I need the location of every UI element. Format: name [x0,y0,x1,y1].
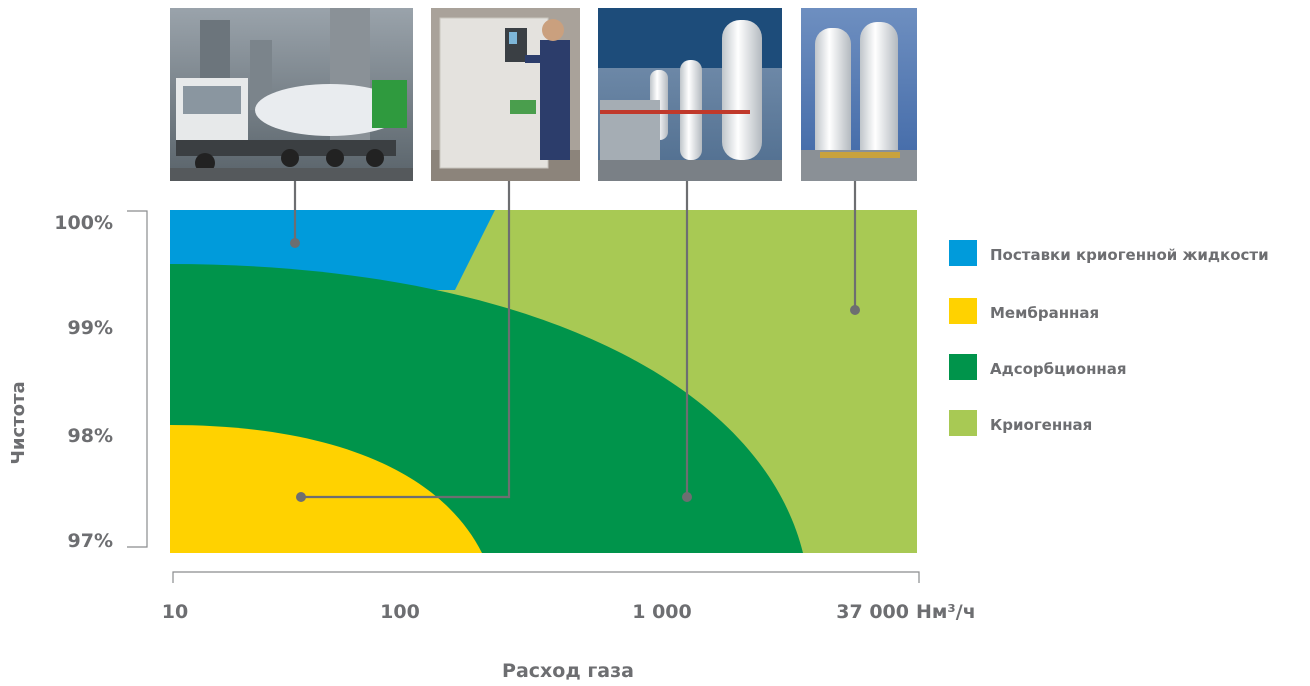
x-axis-title: Расход газа [502,660,634,682]
legend-label: Мембранная [990,304,1099,322]
legend-swatch [949,354,977,380]
y-tick-label: 97% [68,530,113,552]
connector-membrane [301,181,511,499]
marker-membrane [296,492,306,502]
photo-tanker-truck [170,8,413,181]
legend-label: Поставки криогенной жидкости [990,246,1269,264]
y-tick-label: 98% [68,425,113,447]
legend-label: Адсорбционная [990,360,1127,378]
legend-label: Криогенная [990,416,1092,434]
y-tick-label: 99% [68,317,113,339]
markers [290,238,860,502]
x-tick-label: 1 000 [632,601,692,623]
x-tick-label: 37 000 [836,601,909,623]
legend-swatch [949,298,977,324]
marker-cryogenic [850,305,860,315]
y-tick-label: 100% [54,212,113,234]
x-unit-label: Нм³/ч [916,601,976,623]
photo-adsorption-plant [598,8,782,181]
x-tick-label: 10 [162,601,188,623]
photo-cryogenic-tanks [801,8,917,181]
marker-liquid-supply [290,238,300,248]
connectors [293,181,857,499]
legend-swatch [949,240,977,266]
marker-adsorption [682,492,692,502]
y-axis-bracket [127,210,148,548]
x-axis-bracket [172,571,920,583]
x-tick-label: 100 [380,601,420,623]
legend-swatch [949,410,977,436]
legend: Поставки криогенной жидкости Мембранная … [949,240,1269,436]
region-membrane [170,425,482,553]
plot-area [170,210,917,553]
y-axis-title: Чистота [8,381,29,464]
photo-membrane-unit [431,8,580,181]
